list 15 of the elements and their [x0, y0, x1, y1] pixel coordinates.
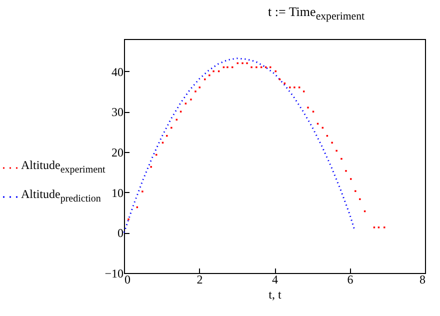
line-series: [123, 58, 356, 234]
y-tick-label: 20: [112, 145, 124, 160]
text: t := Time$_{experiment}$: [268, 4, 365, 23]
y-tick-label: −10: [104, 266, 124, 280]
legend-label: Altitude$_{prediction}$: [21, 187, 101, 207]
x-tick-label: 6: [347, 272, 354, 286]
y-tick-label: 0: [118, 226, 124, 240]
x-tick-label: 8: [420, 272, 426, 286]
x-axis-title: t, t: [268, 288, 282, 302]
legend-label: Altitude$_{experiment}$: [21, 158, 106, 178]
y-tick-label: 30: [112, 105, 124, 120]
x-tick-label: 2: [196, 272, 203, 286]
y-tick-label: 10: [112, 186, 124, 200]
y-tick-label: 40: [112, 64, 124, 79]
x-tick-label: 4: [272, 272, 278, 286]
